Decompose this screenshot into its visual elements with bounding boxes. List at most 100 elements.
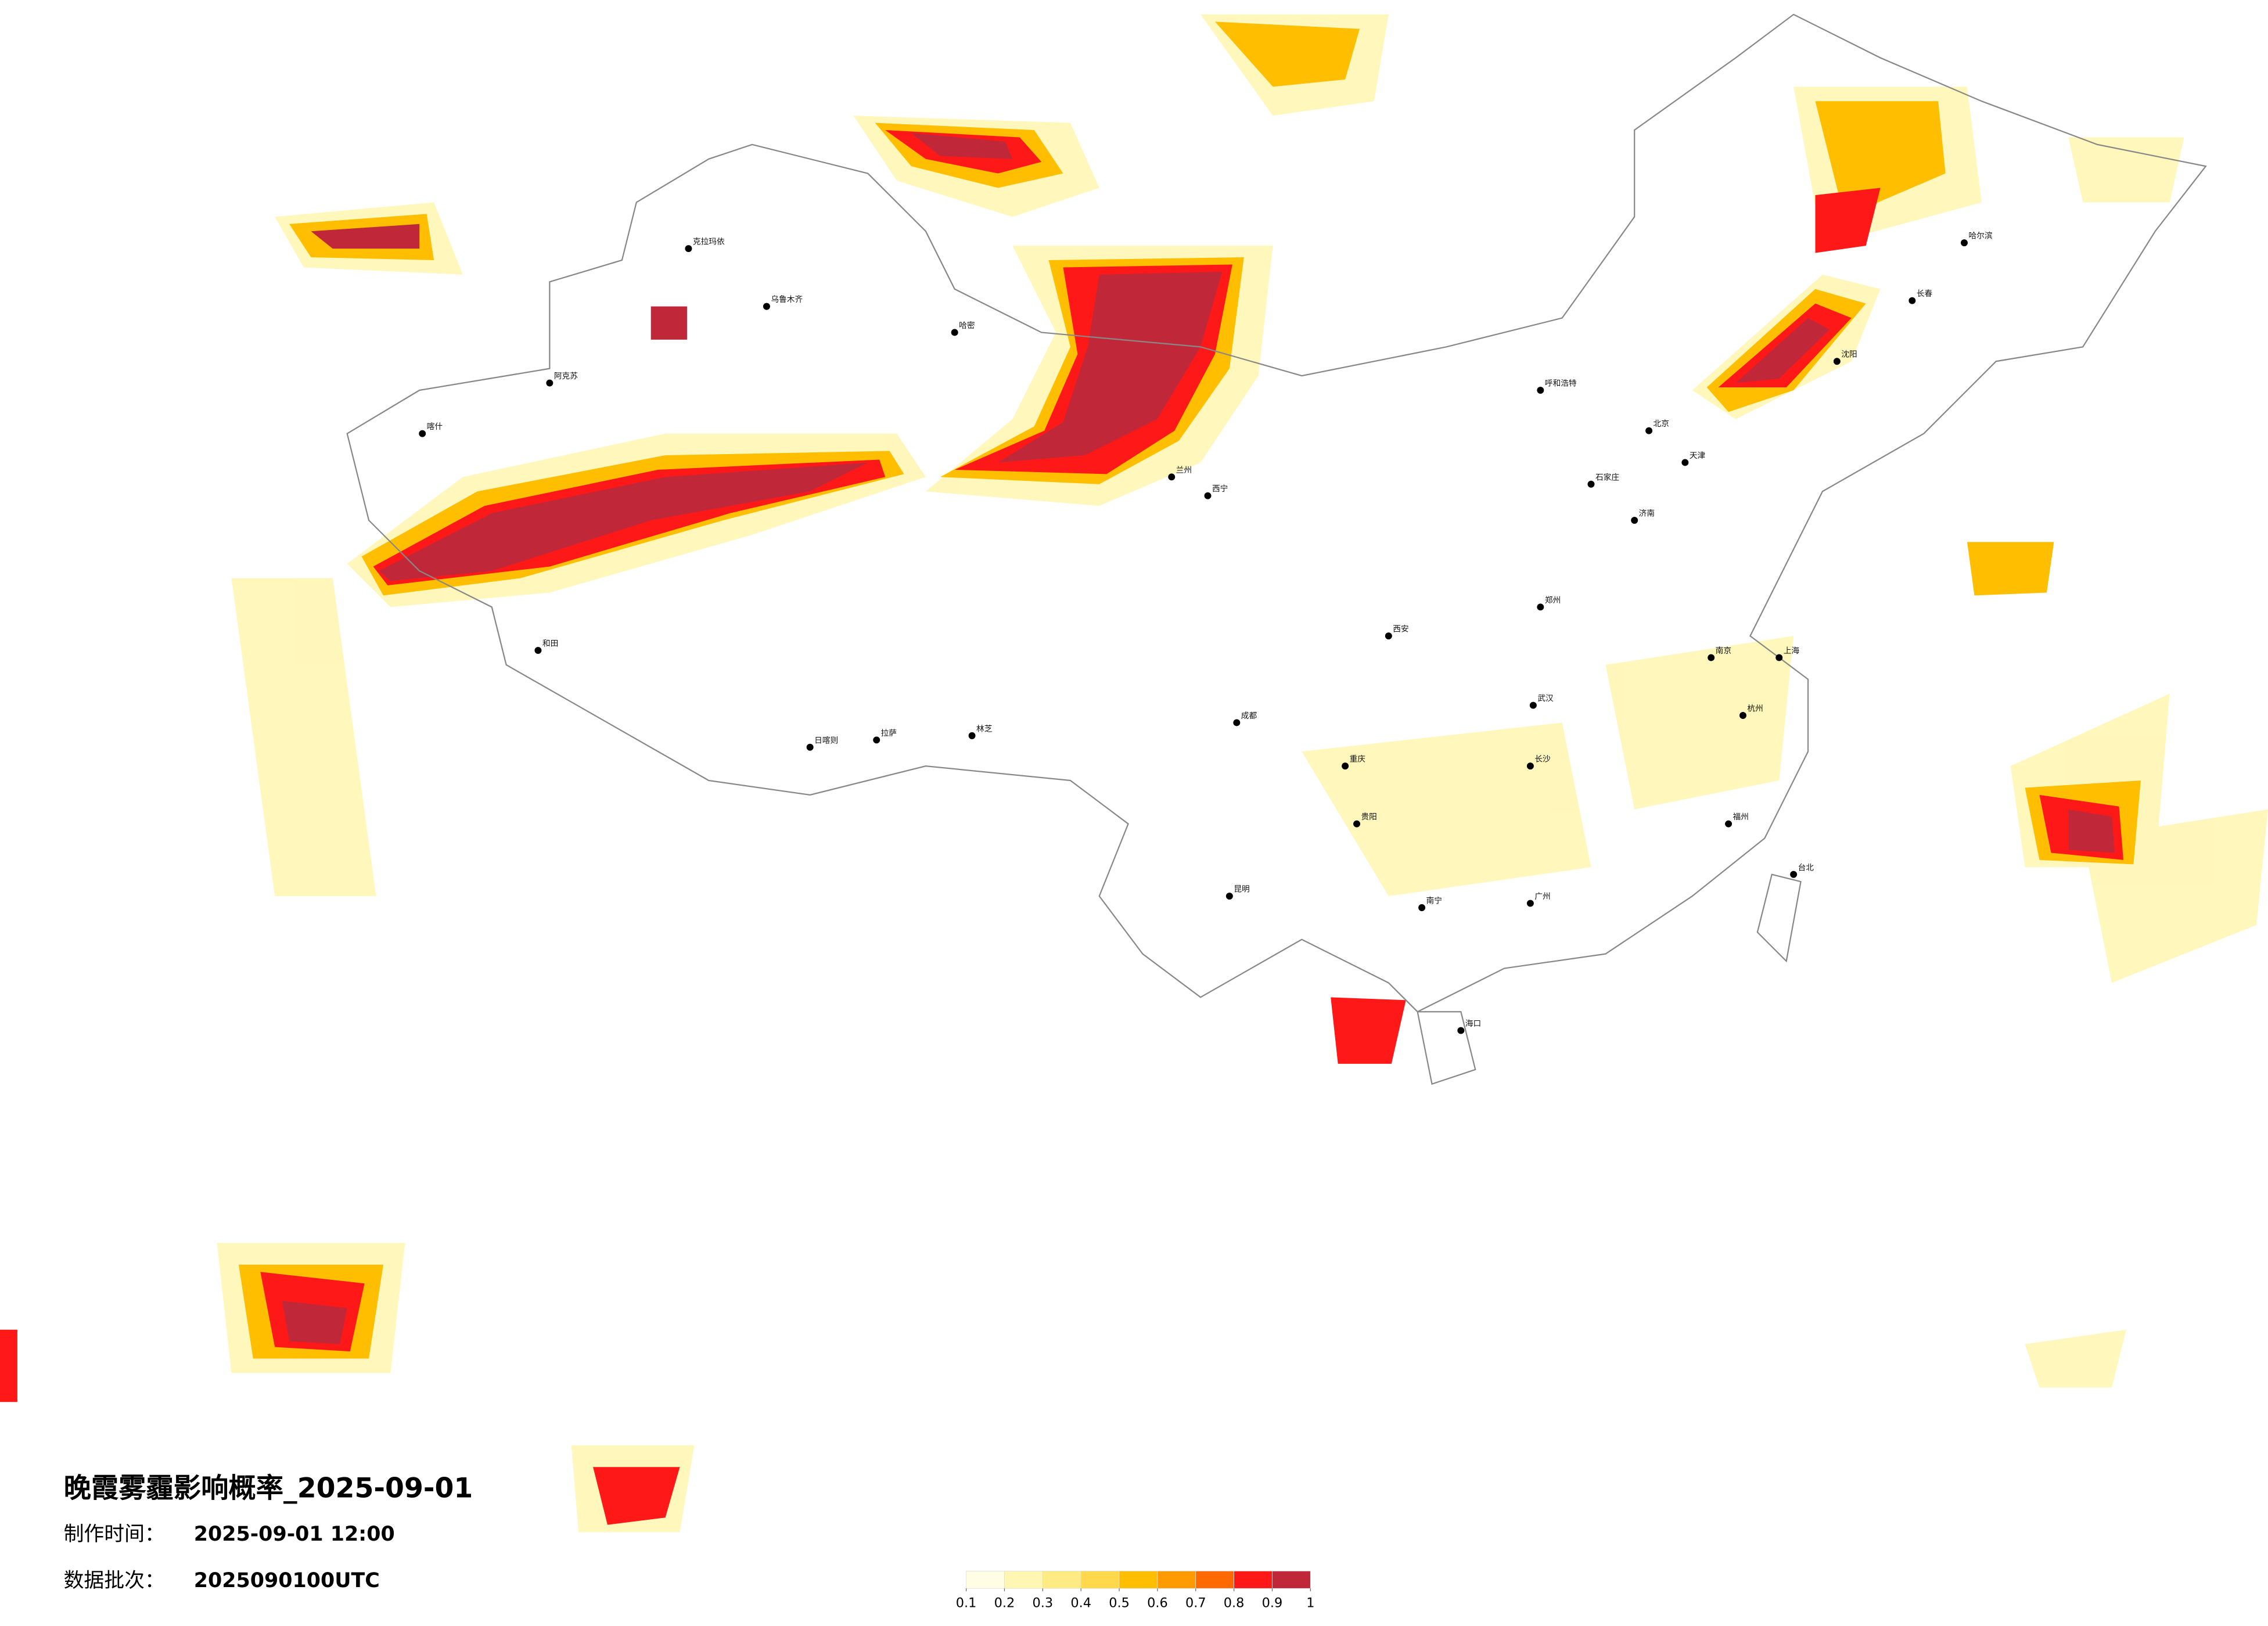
city-dot [1168,473,1176,481]
city-dot [1529,702,1537,709]
city-label: 武汉 [1537,694,1554,703]
city-label: 长沙 [1534,755,1551,764]
city-dot [1631,517,1638,524]
city-label: 呼和浩特 [1545,379,1577,388]
city-dot [419,430,426,437]
legend-tick-label: 0.6 [1147,1596,1168,1611]
city-dot [1725,820,1733,828]
legend-tick-label: 0.2 [994,1596,1015,1611]
city-label: 乌鲁木齐 [771,295,803,304]
city-label: 克拉玛依 [693,238,725,247]
city-label: 杭州 [1747,704,1763,714]
legend-tick-label: 0.3 [1033,1596,1054,1611]
city-label: 哈密 [959,321,975,330]
city-label: 贵阳 [1361,812,1376,822]
info-block: 晚霞雾霾影响概率_2025-09-01 制作时间： 2025-09-01 12:… [64,1473,473,1592]
city-label: 哈尔滨 [1968,232,1992,241]
city-dot [1790,870,1798,878]
legend-swatch [1272,1571,1311,1589]
legend-swatch [1004,1571,1043,1589]
batch-value: 2025090100UTC [194,1569,380,1592]
legend-swatch [1119,1571,1158,1589]
city-dot [1961,239,1968,247]
city-label: 西宁 [1212,484,1228,494]
city-dot [1739,712,1746,719]
city-dot [1708,654,1715,661]
city-dot [1587,480,1595,488]
legend-tick-label: 0.9 [1262,1596,1283,1611]
color-legend: 0.1 0.2 0.3 0.4 0.5 0.6 0.7 0.8 0.9 1 [956,1571,1314,1611]
legend-swatch [1042,1571,1081,1589]
city-dot [685,245,692,253]
city-label: 成都 [1241,711,1257,721]
city-dot [1225,893,1233,900]
city-label: 南宁 [1426,896,1442,906]
city-dot [1908,297,1916,304]
city-label: 济南 [1639,509,1655,519]
city-label: 喀什 [427,422,443,431]
city-dot [546,379,553,387]
city-label: 天津 [1690,451,1706,461]
city-dot [873,736,880,744]
city-dot [1204,492,1212,499]
legend-swatch [1195,1571,1234,1589]
city-dot [1833,358,1841,365]
city-label: 南京 [1716,646,1731,656]
city-dot [1342,762,1349,770]
city-dot [763,303,770,310]
country-border [346,13,2207,1085]
city-dot [1526,762,1534,770]
city-label: 郑州 [1545,596,1561,605]
city-dot [1526,900,1534,907]
legend-swatch [1157,1571,1196,1589]
city-dot [1537,387,1544,394]
city-label: 广州 [1534,892,1550,901]
city-dot [1457,1027,1465,1034]
city-label: 林芝 [976,724,993,733]
batch-label: 数据批次： [64,1569,165,1592]
city-dot [1353,820,1361,828]
legend-tick-label: 1 [1306,1596,1314,1611]
city-dot [1645,427,1653,434]
legend-swatch [1234,1571,1273,1589]
city-dot [1233,719,1241,726]
made-time-value: 2025-09-01 12:00 [194,1523,395,1546]
city-label: 和田 [542,639,558,649]
city-label: 拉萨 [881,729,897,738]
city-label: 昆明 [1234,885,1249,894]
city-dot [1681,459,1689,466]
legend-tick-label: 0.1 [956,1596,977,1611]
city-dot [1775,654,1783,661]
city-label: 福州 [1733,812,1749,822]
city-label: 石家庄 [1595,472,1619,482]
made-time-label: 制作时间： [64,1523,165,1546]
haze-field [0,14,2268,1533]
city-dot [534,647,542,654]
city-label: 阿克苏 [554,372,578,381]
city-label: 日喀则 [814,736,838,745]
city-label: 海口 [1465,1019,1481,1028]
legend-tick-label: 0.8 [1224,1596,1245,1611]
city-label: 台北 [1798,863,1814,872]
city-dot [968,732,976,739]
map-title: 晚霞雾霾影响概率_2025-09-01 [64,1473,473,1505]
city-dot [806,743,814,751]
city-dot [1385,632,1392,640]
legend-swatch [1080,1571,1120,1589]
legend-tick-label: 0.5 [1109,1596,1130,1611]
city-dot [951,329,958,336]
city-label: 西安 [1393,625,1408,634]
legend-swatch [966,1571,1005,1589]
city-dot [1537,603,1544,611]
city-label: 上海 [1784,646,1800,656]
city-dot [1418,904,1426,911]
city-label: 长春 [1917,289,1933,298]
city-label: 兰州 [1176,466,1192,475]
city-label: 重庆 [1350,755,1366,764]
city-label: 沈阳 [1841,350,1857,359]
city-label: 北京 [1654,419,1669,429]
legend-tick-label: 0.7 [1185,1596,1206,1611]
legend-tick-label: 0.4 [1070,1596,1091,1611]
